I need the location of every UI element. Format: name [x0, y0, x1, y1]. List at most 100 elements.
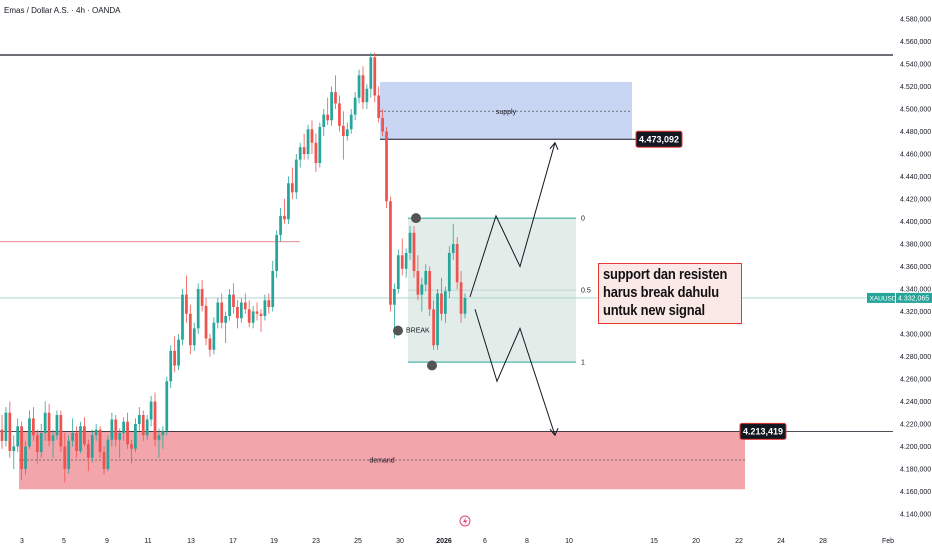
time-tick-label: 11	[144, 538, 151, 545]
candle-body	[381, 118, 384, 132]
down-arrowhead	[549, 428, 559, 437]
candle-body	[451, 244, 455, 253]
price-tick-label: 4.420,000	[900, 197, 931, 204]
candle-body	[212, 322, 216, 350]
candle-body	[283, 215, 286, 220]
candle-body	[51, 435, 55, 441]
support-price-badge: 4.213,419	[739, 422, 787, 440]
time-axis[interactable]: 3 5 9 11 13 17 19 23 25 30 2026 6 8 10 15 20 22 24 28 Feb	[20, 538, 894, 545]
swing-high-marker[interactable]	[411, 213, 421, 224]
candle-body	[220, 302, 224, 323]
candle-body	[39, 433, 43, 453]
candle-body	[243, 302, 247, 310]
candle-body	[75, 433, 78, 451]
time-tick-label: 22	[735, 538, 743, 545]
candle-body	[444, 291, 447, 314]
time-tick-label: 9	[105, 538, 109, 545]
up-arrowhead	[549, 141, 559, 150]
candle-body	[71, 433, 75, 441]
candle-body	[43, 412, 47, 433]
bearish-projection-path[interactable]	[474, 309, 556, 436]
bullish-projection-path[interactable]	[469, 142, 556, 298]
candle-body	[345, 129, 349, 136]
price-tick-label: 4.400,000	[900, 219, 931, 226]
price-tick-label: 4.140,000	[900, 512, 931, 519]
candle-body	[200, 289, 204, 306]
candle-body	[59, 415, 63, 447]
candle-body	[130, 444, 133, 449]
candle-body	[416, 271, 420, 295]
candle-body	[404, 253, 408, 269]
candle-body	[294, 159, 298, 193]
candle-body	[232, 294, 235, 307]
support-price-text: 4.213,419	[743, 426, 783, 436]
candle-body	[322, 114, 326, 127]
candle-body	[55, 415, 59, 436]
candle-body	[118, 433, 122, 440]
candle-body	[408, 232, 412, 253]
note-line-3: untuk new signal	[603, 302, 705, 319]
candle-body	[141, 415, 145, 436]
price-tick-label: 4.580,000	[900, 17, 931, 24]
candle-body	[196, 289, 200, 329]
current-price-badge: 4.332,065	[896, 292, 932, 303]
price-tick-label: 4.320,000	[900, 309, 931, 316]
candle-body	[377, 95, 381, 118]
time-tick-label: Feb	[882, 538, 894, 545]
symbol-label: XAUUSD	[870, 295, 897, 302]
fib-level-half-label: 0.5	[581, 288, 591, 295]
candle-body	[432, 309, 435, 346]
candle-body	[20, 426, 23, 469]
candle-body	[47, 412, 51, 441]
candle-body	[236, 307, 239, 319]
time-tick-label: 13	[187, 538, 195, 545]
candle-body	[428, 271, 432, 310]
candle-body	[157, 435, 161, 440]
candle-body	[239, 302, 243, 319]
supply-label: supply	[496, 109, 517, 116]
candle-body	[271, 271, 275, 307]
time-tick-label: 23	[312, 538, 320, 545]
candle-body	[255, 311, 259, 314]
price-tick-label: 4.540,000	[900, 62, 931, 69]
lightning-icon[interactable]	[459, 515, 471, 527]
candle-body	[83, 426, 86, 445]
candle-body	[392, 289, 396, 305]
candle-body	[424, 271, 428, 285]
candle-body	[192, 328, 196, 346]
resistance-price-text: 4.473,092	[639, 134, 679, 144]
time-tick-label: 2026	[436, 538, 452, 545]
candle-body	[137, 415, 141, 424]
swing-low-marker[interactable]	[427, 360, 437, 371]
break-marker[interactable]	[393, 325, 403, 336]
price-tick-label: 4.500,000	[900, 107, 931, 114]
price-axis[interactable]: 4.580,000 4.560,000 4.540,000 4.520,000 4.50…	[900, 17, 931, 519]
candle-body	[251, 311, 255, 323]
price-tick-label: 4.340,000	[900, 287, 931, 294]
candle-body	[373, 57, 377, 96]
candle-body	[4, 412, 8, 441]
supply-zone[interactable]	[380, 82, 632, 140]
price-tick-label: 4.360,000	[900, 264, 931, 271]
candle-body	[35, 435, 39, 453]
candle-body	[436, 293, 439, 346]
candle-body	[67, 440, 71, 469]
price-tick-label: 4.480,000	[900, 129, 931, 136]
candle-body	[106, 439, 110, 469]
candle-body	[12, 446, 16, 451]
candle-body	[24, 446, 27, 469]
candle-body	[365, 88, 369, 103]
candle-body	[188, 313, 192, 346]
candle-body	[16, 426, 20, 447]
price-tick-label: 4.380,000	[900, 242, 931, 249]
candle-body	[463, 298, 467, 314]
demand-label: demand	[369, 458, 394, 465]
candle-body	[326, 114, 330, 121]
candle-body	[306, 129, 310, 154]
note-box[interactable]: support dan resisten harus break dahulu …	[598, 263, 742, 324]
candle-body	[412, 232, 416, 271]
candle-body	[228, 294, 231, 316]
candle-body	[114, 419, 118, 440]
price-tick-label: 4.440,000	[900, 174, 931, 181]
